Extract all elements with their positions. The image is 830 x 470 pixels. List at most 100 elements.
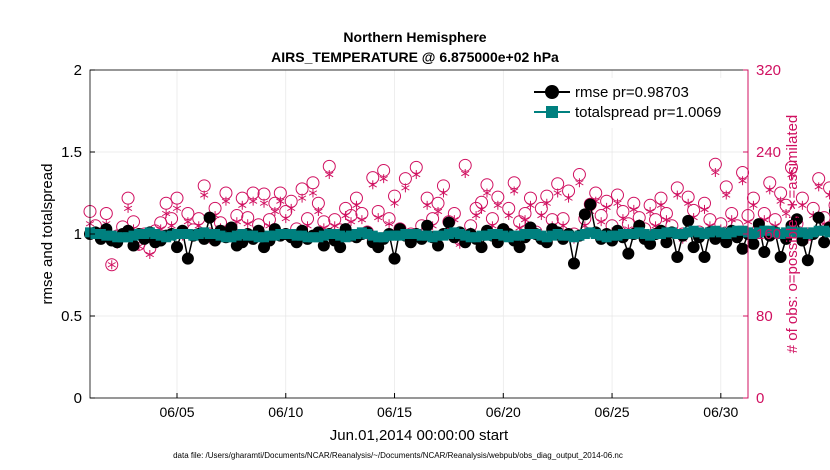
totalspread-point bbox=[193, 229, 204, 239]
totalspread-point bbox=[509, 230, 520, 241]
assimilated-point bbox=[673, 190, 682, 200]
totalspread-point bbox=[688, 225, 699, 236]
assimilated-point bbox=[221, 196, 231, 206]
possible-point bbox=[828, 201, 830, 210]
totalspread-point bbox=[297, 230, 308, 241]
totalspread-point bbox=[443, 229, 454, 239]
totalspread-point bbox=[166, 230, 177, 241]
rmse-point bbox=[644, 237, 657, 250]
left-axis: 0 0.5 1 1.5 2 bbox=[61, 62, 95, 407]
totalspread-point bbox=[819, 225, 830, 236]
legend-rmse-label: rmse pr=0.98703 bbox=[575, 84, 689, 101]
assimilated-point bbox=[798, 200, 807, 210]
totalspread-point bbox=[199, 227, 210, 238]
possible-point bbox=[121, 191, 135, 205]
assimilated-point bbox=[341, 211, 350, 221]
totalspread-point bbox=[791, 227, 802, 238]
possible-point bbox=[551, 177, 565, 191]
totalspread-point bbox=[672, 229, 683, 239]
assimilated-point bbox=[172, 203, 182, 213]
totalspread-point bbox=[275, 229, 286, 239]
y-left-tick-label: 2 bbox=[74, 62, 82, 79]
assimilated-point bbox=[597, 217, 606, 227]
totalspread-point bbox=[411, 229, 422, 239]
y-left-tick-label: 1 bbox=[74, 226, 82, 243]
totalspread-point bbox=[172, 229, 183, 239]
totalspread-point bbox=[677, 229, 688, 239]
assimilated-point bbox=[618, 214, 628, 224]
assimilated-point bbox=[270, 206, 280, 216]
assimilated-point bbox=[510, 186, 519, 196]
assimilated-point bbox=[504, 211, 513, 221]
assimilated-point bbox=[325, 170, 334, 180]
rmse-point bbox=[687, 241, 700, 254]
totalspread-point bbox=[155, 230, 166, 241]
y-axis-label-right: # of obs: o=possible; ∗=assimilated bbox=[784, 115, 801, 354]
totalspread-point bbox=[150, 229, 161, 239]
totalspread-point bbox=[781, 227, 792, 238]
totalspread-point bbox=[585, 227, 596, 238]
totalspread-point bbox=[601, 232, 612, 243]
assimilated-point bbox=[776, 196, 785, 206]
totalspread-point bbox=[514, 230, 525, 241]
totalspread-point bbox=[416, 230, 427, 241]
totalspread-point bbox=[237, 229, 248, 239]
totalspread-point bbox=[204, 229, 215, 239]
totalspread-point bbox=[248, 230, 259, 241]
assimilated-point bbox=[575, 178, 584, 188]
rmse-point bbox=[171, 241, 184, 254]
assimilated-point bbox=[645, 206, 655, 216]
assimilated-point bbox=[200, 190, 209, 200]
totalspread-point bbox=[786, 225, 797, 236]
assimilated-point bbox=[542, 198, 551, 208]
assimilated-point bbox=[738, 176, 747, 186]
totalspread-point bbox=[699, 229, 710, 239]
totalspread-point bbox=[133, 229, 144, 239]
totalspread-point bbox=[655, 229, 666, 239]
rmse-point bbox=[747, 237, 760, 250]
rmse-point bbox=[421, 219, 434, 232]
chart-subtitle: AIRS_TEMPERATURE @ 6.875000e+02 hPa bbox=[271, 49, 559, 65]
rmse-point bbox=[567, 257, 580, 270]
totalspread-point bbox=[101, 230, 112, 241]
totalspread-point bbox=[215, 230, 226, 241]
assimilated-point bbox=[482, 188, 492, 198]
possible-point bbox=[257, 187, 271, 201]
totalspread-point bbox=[634, 227, 645, 238]
assimilated-point bbox=[781, 209, 791, 218]
totalspread-point bbox=[612, 230, 623, 241]
possible-point bbox=[398, 172, 412, 186]
y-left-tick-label: 0 bbox=[74, 390, 82, 407]
rmse-point bbox=[334, 241, 347, 254]
rmse-point bbox=[790, 213, 803, 226]
assimilated-point bbox=[537, 211, 546, 221]
totalspread-point bbox=[737, 225, 748, 236]
totalspread-point bbox=[302, 232, 313, 243]
totalspread-point bbox=[329, 229, 340, 239]
y-right-tick-label: 320 bbox=[756, 62, 781, 79]
totalspread-point bbox=[346, 230, 357, 241]
totalspread-point bbox=[117, 232, 128, 243]
assimilated-point bbox=[248, 196, 258, 206]
totalspread-point bbox=[123, 232, 134, 243]
x-tick-label: 06/30 bbox=[703, 404, 738, 420]
possible-point bbox=[105, 258, 119, 272]
assimilated-point bbox=[461, 169, 470, 179]
totalspread-point bbox=[775, 229, 786, 239]
totalspread-point bbox=[139, 229, 150, 239]
totalspread-point bbox=[596, 230, 607, 241]
rmse-point bbox=[584, 198, 597, 211]
totalspread-point bbox=[476, 230, 487, 241]
totalspread-point bbox=[460, 230, 471, 241]
possible-point bbox=[295, 182, 309, 196]
totalspread-point bbox=[824, 227, 830, 238]
assimilated-point bbox=[346, 217, 356, 227]
totalspread-point bbox=[645, 230, 656, 241]
rmse-point bbox=[225, 221, 238, 234]
assimilated-point bbox=[330, 221, 339, 231]
rmse-point bbox=[127, 239, 140, 252]
assimilated-point bbox=[390, 198, 399, 208]
totalspread-point bbox=[683, 227, 694, 238]
totalspread-point bbox=[465, 232, 476, 243]
